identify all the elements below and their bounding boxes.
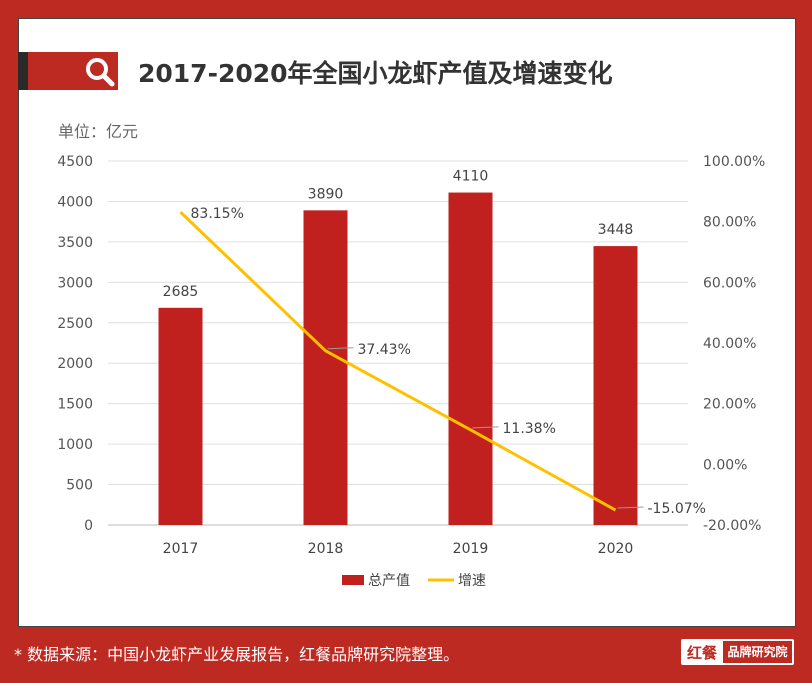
right-tick-label: 20.00% xyxy=(703,397,756,413)
header-bar xyxy=(18,52,118,90)
bar xyxy=(158,307,203,525)
right-tick-label: -20.00% xyxy=(703,518,761,534)
right-tick-label: 60.00% xyxy=(703,275,756,291)
bar-value-label: 4110 xyxy=(453,169,489,185)
left-tick-label: 3500 xyxy=(57,235,93,251)
x-tick-label: 2019 xyxy=(453,541,489,557)
x-tick-label: 2018 xyxy=(308,541,344,557)
line-value-label: 37.43% xyxy=(358,342,411,358)
bar-value-label: 3448 xyxy=(598,222,634,238)
brand-logo: 红餐 品牌研究院 xyxy=(681,639,794,665)
line-value-label: 11.38% xyxy=(503,421,556,437)
legend-line-label: 增速 xyxy=(458,573,486,589)
left-tick-label: 1000 xyxy=(57,437,93,453)
line-value-label: 83.15% xyxy=(191,206,244,222)
line-value-label: -15.07% xyxy=(648,501,706,517)
bar xyxy=(303,210,348,525)
leader-line xyxy=(472,426,499,429)
header-accent xyxy=(18,52,28,90)
right-tick-label: 80.00% xyxy=(703,215,756,231)
leader-line xyxy=(327,347,354,350)
bar xyxy=(593,246,638,526)
x-tick-label: 2020 xyxy=(598,541,634,557)
chart-title: 2017-2020年全国小龙虾产值及增速变化 xyxy=(138,59,613,88)
left-tick-label: 4500 xyxy=(57,154,93,170)
left-tick-label: 0 xyxy=(84,518,93,534)
search-icon xyxy=(86,58,115,87)
right-tick-label: 0.00% xyxy=(703,457,747,473)
x-tick-label: 2017 xyxy=(163,541,199,557)
left-tick-label: 500 xyxy=(66,478,93,494)
left-tick-label: 2000 xyxy=(57,356,93,372)
logo-right: 品牌研究院 xyxy=(723,641,792,663)
left-tick-label: 1500 xyxy=(57,397,93,413)
legend-bar-swatch xyxy=(342,575,364,585)
leader-line xyxy=(617,506,644,509)
left-tick-label: 2500 xyxy=(57,316,93,332)
bar xyxy=(448,192,493,525)
growth-line xyxy=(179,211,617,512)
legend-bar-label: 总产值 xyxy=(368,573,410,589)
bar-value-label: 2685 xyxy=(163,284,199,300)
right-tick-label: 40.00% xyxy=(703,336,756,352)
left-tick-label: 3000 xyxy=(57,275,93,291)
unit-label: 单位：亿元 xyxy=(58,122,139,141)
bar-value-label: 3890 xyxy=(308,186,344,202)
logo-left: 红餐 xyxy=(686,643,717,662)
source-note: * 数据来源：中国小龙虾产业发展报告，红餐品牌研究院整理。 xyxy=(14,645,460,664)
right-tick-label: 100.00% xyxy=(703,154,765,170)
left-tick-label: 4000 xyxy=(57,194,93,210)
